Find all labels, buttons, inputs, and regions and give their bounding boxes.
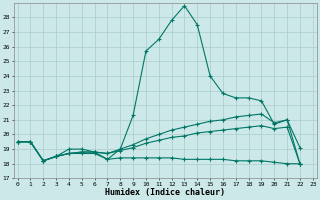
X-axis label: Humidex (Indice chaleur): Humidex (Indice chaleur) xyxy=(105,188,225,197)
